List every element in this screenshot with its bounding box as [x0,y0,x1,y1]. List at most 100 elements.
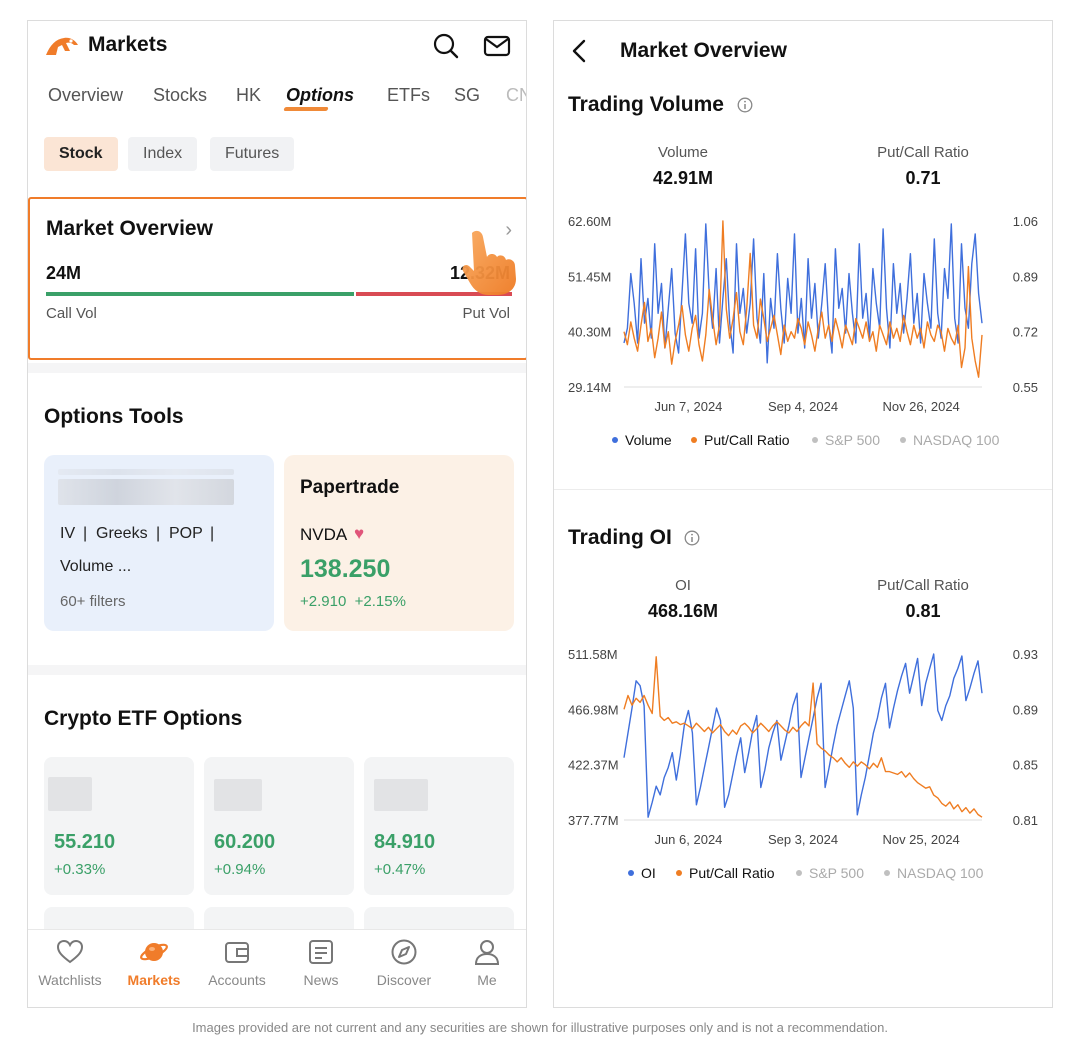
crypto-etf-card[interactable]: 60.200 +0.94% [204,757,354,895]
legend-sp500[interactable]: S&P 500 [796,865,864,881]
nav-discover[interactable]: Discover [364,938,444,988]
etf-change: +0.47% [374,861,426,878]
heart-icon [56,939,84,964]
call-volume-label: Call Vol [46,305,97,322]
top-bar: Markets [28,21,526,71]
legend-sp500[interactable]: S&P 500 [812,432,880,448]
x-tick-label: Sep 3, 2024 [768,832,838,847]
x-tick-label: Sep 4, 2024 [768,399,838,414]
y-right-tick-label: 0.89 [1013,269,1038,284]
section-divider [28,363,526,373]
crypto-etf-title: Crypto ETF Options [44,707,243,730]
call-volume-bar [46,292,354,296]
crypto-etf-card[interactable]: 84.910 +0.47% [364,757,514,895]
legend-label: OI [641,865,656,881]
legend-label: NASDAQ 100 [913,432,1000,448]
tab-cn[interactable]: CN [506,85,526,105]
legend-dot [812,437,818,444]
legend-oi[interactable]: OI [628,865,656,881]
app-title: Markets [88,33,168,56]
nav-label: Watchlists [38,972,102,988]
tab-stocks[interactable]: Stocks [153,85,208,105]
options-screener-card[interactable]: IV | Greeks | POP | Volume ... 60+ filte… [44,455,274,631]
blurred-title [58,479,234,505]
y-left-tick-label: 422.37M [568,758,619,773]
market-overview-title: Market Overview [46,217,213,240]
x-tick-label: Jun 6, 2024 [654,832,722,847]
y-right-tick-label: 0.85 [1013,758,1038,773]
back-arrow-icon[interactable] [568,37,592,65]
legend-label: Volume [625,432,672,448]
put-call-ratio-value: 0.71 [905,168,941,188]
mail-icon[interactable] [483,32,511,60]
nav-news[interactable]: News [281,938,361,988]
tab-overview[interactable]: Overview [48,85,124,105]
papertrade-price: 138.250 [300,555,391,583]
nav-markets[interactable]: Markets [114,938,194,988]
nav-accounts[interactable]: Accounts [197,938,277,988]
etf-change: +0.33% [54,861,106,878]
x-tick-label: Nov 25, 2024 [882,832,959,847]
search-icon[interactable] [432,32,460,60]
x-tick-label: Jun 7, 2024 [654,399,722,414]
tab-options[interactable]: Options [286,85,354,105]
y-left-tick-label: 377.77M [568,813,619,828]
y-right-tick-label: 0.72 [1013,325,1038,340]
legend-dot [691,437,697,444]
papertrade-change-abs: +2.910 [300,593,347,610]
y-right-tick-label: 1.06 [1013,214,1038,229]
section-divider [28,665,526,675]
blurred-logo [214,779,262,811]
chevron-right-icon: › [505,219,512,241]
oi-label: OI [675,577,691,594]
person-icon [474,940,500,965]
papertrade-symbol: NVDA [300,525,348,544]
legend-dot [900,437,906,444]
compass-icon [391,939,417,965]
papertrade-card[interactable]: Papertrade NVDA ♥ 138.250 +2.910 +2.15% [284,455,514,631]
options-tools-title: Options Tools [44,405,184,428]
papertrade-title: Papertrade [300,477,400,498]
legend-label: Put/Call Ratio [704,432,790,448]
trading-oi-title: Trading OI [568,526,672,549]
legend-put-call[interactable]: Put/Call Ratio [676,865,775,881]
nav-label: Accounts [208,972,266,988]
papertrade-change: +2.910 +2.15% [300,593,406,610]
legend-volume[interactable]: Volume [612,432,672,448]
info-icon[interactable] [737,97,753,113]
legend-dot [628,870,634,877]
etf-change: +0.94% [214,861,266,878]
trading-oi-chart: 511.58M 466.98M 422.37M 377.77M 0.93 0.89 0.85… [568,647,1038,847]
series-line-primary [623,653,983,818]
chip-stock[interactable]: Stock [44,137,118,171]
etf-price: 84.910 [374,831,436,853]
planet-icon [140,943,168,961]
y-left-tick-label: 40.30M [568,325,611,340]
y-left-tick-label: 511.58M [568,647,618,662]
tab-etfs[interactable]: ETFs [387,85,430,105]
chip-index[interactable]: Index [128,137,198,171]
nav-watchlists[interactable]: Watchlists [30,938,110,988]
y-left-tick-label: 29.14M [568,380,611,395]
chip-futures[interactable]: Futures [210,137,295,171]
legend-nasdaq100[interactable]: NASDAQ 100 [900,432,999,448]
legend-label: NASDAQ 100 [897,865,984,881]
bull-logo-icon [46,37,78,55]
series-line-put-call-ratio [623,656,983,818]
legend-nasdaq100[interactable]: NASDAQ 100 [884,865,983,881]
legend-label: S&P 500 [809,865,865,881]
crypto-etf-card[interactable]: 55.210 +0.33% [44,757,194,895]
legend-put-call[interactable]: Put/Call Ratio [691,432,790,448]
nav-me[interactable]: Me [447,938,526,988]
section-divider [554,489,1052,490]
market-overview-card[interactable]: Market Overview › 24M 12.32M Call Vol Pu… [28,197,526,360]
legend-dot [796,870,802,877]
blurred-logo [374,779,428,811]
tab-hk[interactable]: HK [236,85,262,105]
tab-sg[interactable]: SG [454,85,481,105]
etf-price: 55.210 [54,831,116,853]
nav-label: Me [477,972,497,988]
nav-label: Markets [127,972,181,988]
volume-label: Volume [657,144,709,161]
info-icon[interactable] [684,530,700,546]
